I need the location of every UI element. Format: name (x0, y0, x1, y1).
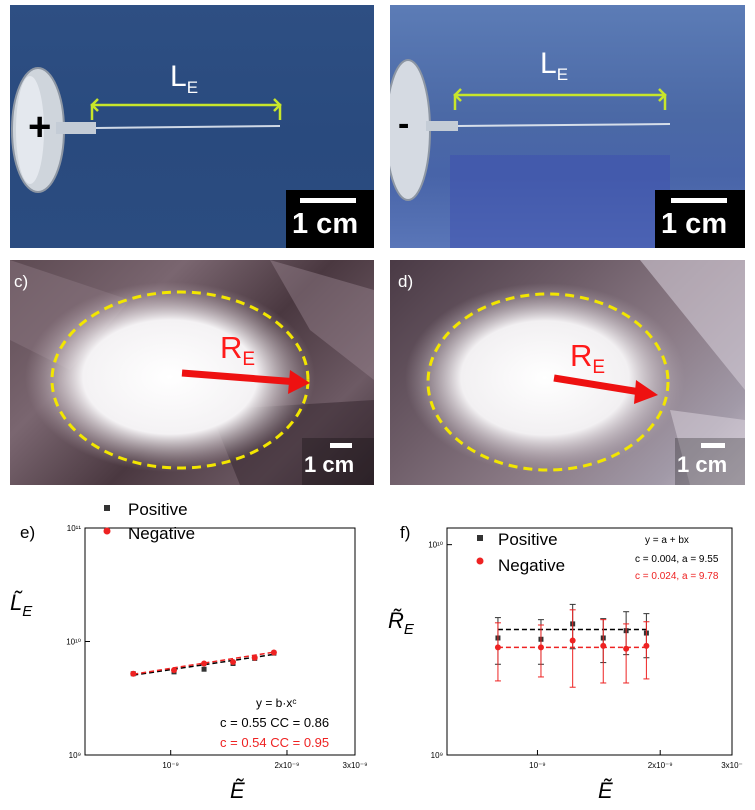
legend-marker-positive (477, 535, 483, 541)
x-tick-label: 3x10⁻ (721, 761, 743, 770)
scale-label: 1 cm (661, 208, 728, 240)
axis-ticks: 10¹⁰ 10⁹ 10⁻⁹ 2x10⁻⁹ 3x10⁻ (428, 541, 743, 770)
chart-f: f) 10¹⁰ 10⁹ 10⁻⁹ 2x10⁻⁹ 3x10⁻ R̃E Ẽ Positiv… (388, 523, 743, 803)
y-tick-label: 10¹⁰ (428, 541, 443, 550)
fit-lines (497, 628, 647, 649)
point-negative (171, 667, 178, 674)
point-negative (569, 637, 576, 644)
panel-a-photo: + LE 1 cm (10, 5, 374, 248)
legend: Positive Negative (103, 500, 195, 543)
plot-area (446, 527, 733, 756)
x-tick-label: 10⁻⁹ (162, 761, 179, 770)
fit-equation: y = a + bx (645, 535, 689, 546)
y-axis-label: L̃E (10, 590, 33, 620)
panel-b-photo: - LE 1 cm (390, 5, 745, 248)
legend-label-positive: Positive (498, 530, 558, 549)
panel-c-photo: c) RE 1 cm (10, 260, 374, 485)
plot-frame (446, 527, 733, 756)
point-positive (201, 666, 207, 672)
point-negative (600, 642, 607, 649)
point-negative (130, 670, 137, 677)
panel-d-label: d) (398, 272, 414, 291)
point-negative (537, 644, 544, 651)
x-tick-label: 3x10⁻⁹ (343, 761, 368, 770)
y-tick-label: 10¹¹ (67, 524, 82, 533)
point-negative (230, 658, 237, 665)
point-negative (494, 644, 501, 651)
panel-a-le-label: LE (170, 60, 199, 97)
fit-positive: c = 0.004, a = 9.55 (635, 554, 719, 565)
legend-label-positive: Positive (128, 500, 188, 519)
fit-positive: c = 0.55 CC = 0.86 (220, 715, 329, 730)
data-points (494, 603, 650, 688)
point-negative (270, 649, 277, 656)
x-axis-label: Ẽ (230, 778, 245, 803)
panel-b-le-label: LE (540, 47, 569, 84)
point-negative (251, 654, 258, 661)
panel-c-re-label: RE (220, 330, 256, 371)
scale-bar (300, 198, 356, 203)
legend-label-negative: Negative (498, 556, 565, 575)
legend-marker-positive (104, 505, 110, 511)
point-negative (643, 642, 650, 649)
x-axis-label: Ẽ (598, 778, 613, 803)
fit-negative: c = 0.54 CC = 0.95 (220, 735, 329, 750)
negative-sign: - (398, 105, 410, 143)
legend: Positive Negative (476, 530, 565, 575)
panel-e-label: e) (20, 523, 35, 542)
scale-label: 1 cm (304, 452, 355, 477)
panel-f-label: f) (400, 523, 410, 542)
scale-label: 1 cm (677, 452, 728, 477)
panel-b-scale-box: 1 cm (655, 190, 745, 248)
panel-c-scale: 1 cm (302, 438, 374, 485)
legend-label-negative: Negative (128, 524, 195, 543)
y-tick-label: 10⁹ (69, 751, 81, 760)
panel-d-scale: 1 cm (675, 438, 745, 485)
panel-d-photo: d) RE 1 cm (390, 260, 745, 485)
y-tick-label: 10⁹ (431, 751, 443, 760)
scale-label: 1 cm (292, 208, 359, 240)
fit-negative: c = 0.024, a = 9.78 (635, 571, 719, 582)
x-tick-label: 10⁻⁹ (529, 761, 546, 770)
scale-bar (701, 443, 725, 448)
x-tick-label: 2x10⁻⁹ (274, 761, 299, 770)
panel-d-re-label: RE (570, 338, 606, 379)
panel-a-scale-box: 1 cm (286, 190, 374, 248)
point-negative (623, 645, 630, 652)
positive-sign: + (28, 105, 52, 149)
y-axis-label: R̃E (388, 608, 415, 638)
point-negative (201, 660, 208, 667)
axis-ticks: 10¹¹ 10¹⁰ 10⁹ 10⁻⁹ 2x10⁻⁹ 3x10⁻⁹ (66, 524, 367, 770)
panel-c-label: c) (14, 272, 29, 291)
scale-bar (330, 443, 352, 448)
legend-marker-negative (476, 557, 484, 565)
legend-marker-negative (103, 527, 111, 535)
y-tick-label: 10¹⁰ (66, 638, 81, 647)
fit-equation: y = b·xᶜ (256, 696, 297, 710)
x-tick-label: 2x10⁻⁹ (648, 761, 673, 770)
chart-e: e) 10¹¹ 10¹⁰ 10⁹ 10⁻⁹ 2x10⁻⁹ 3x10⁻⁹ L̃E Ẽ Po… (10, 500, 368, 803)
scale-bar (671, 198, 727, 203)
data-points (130, 649, 277, 677)
